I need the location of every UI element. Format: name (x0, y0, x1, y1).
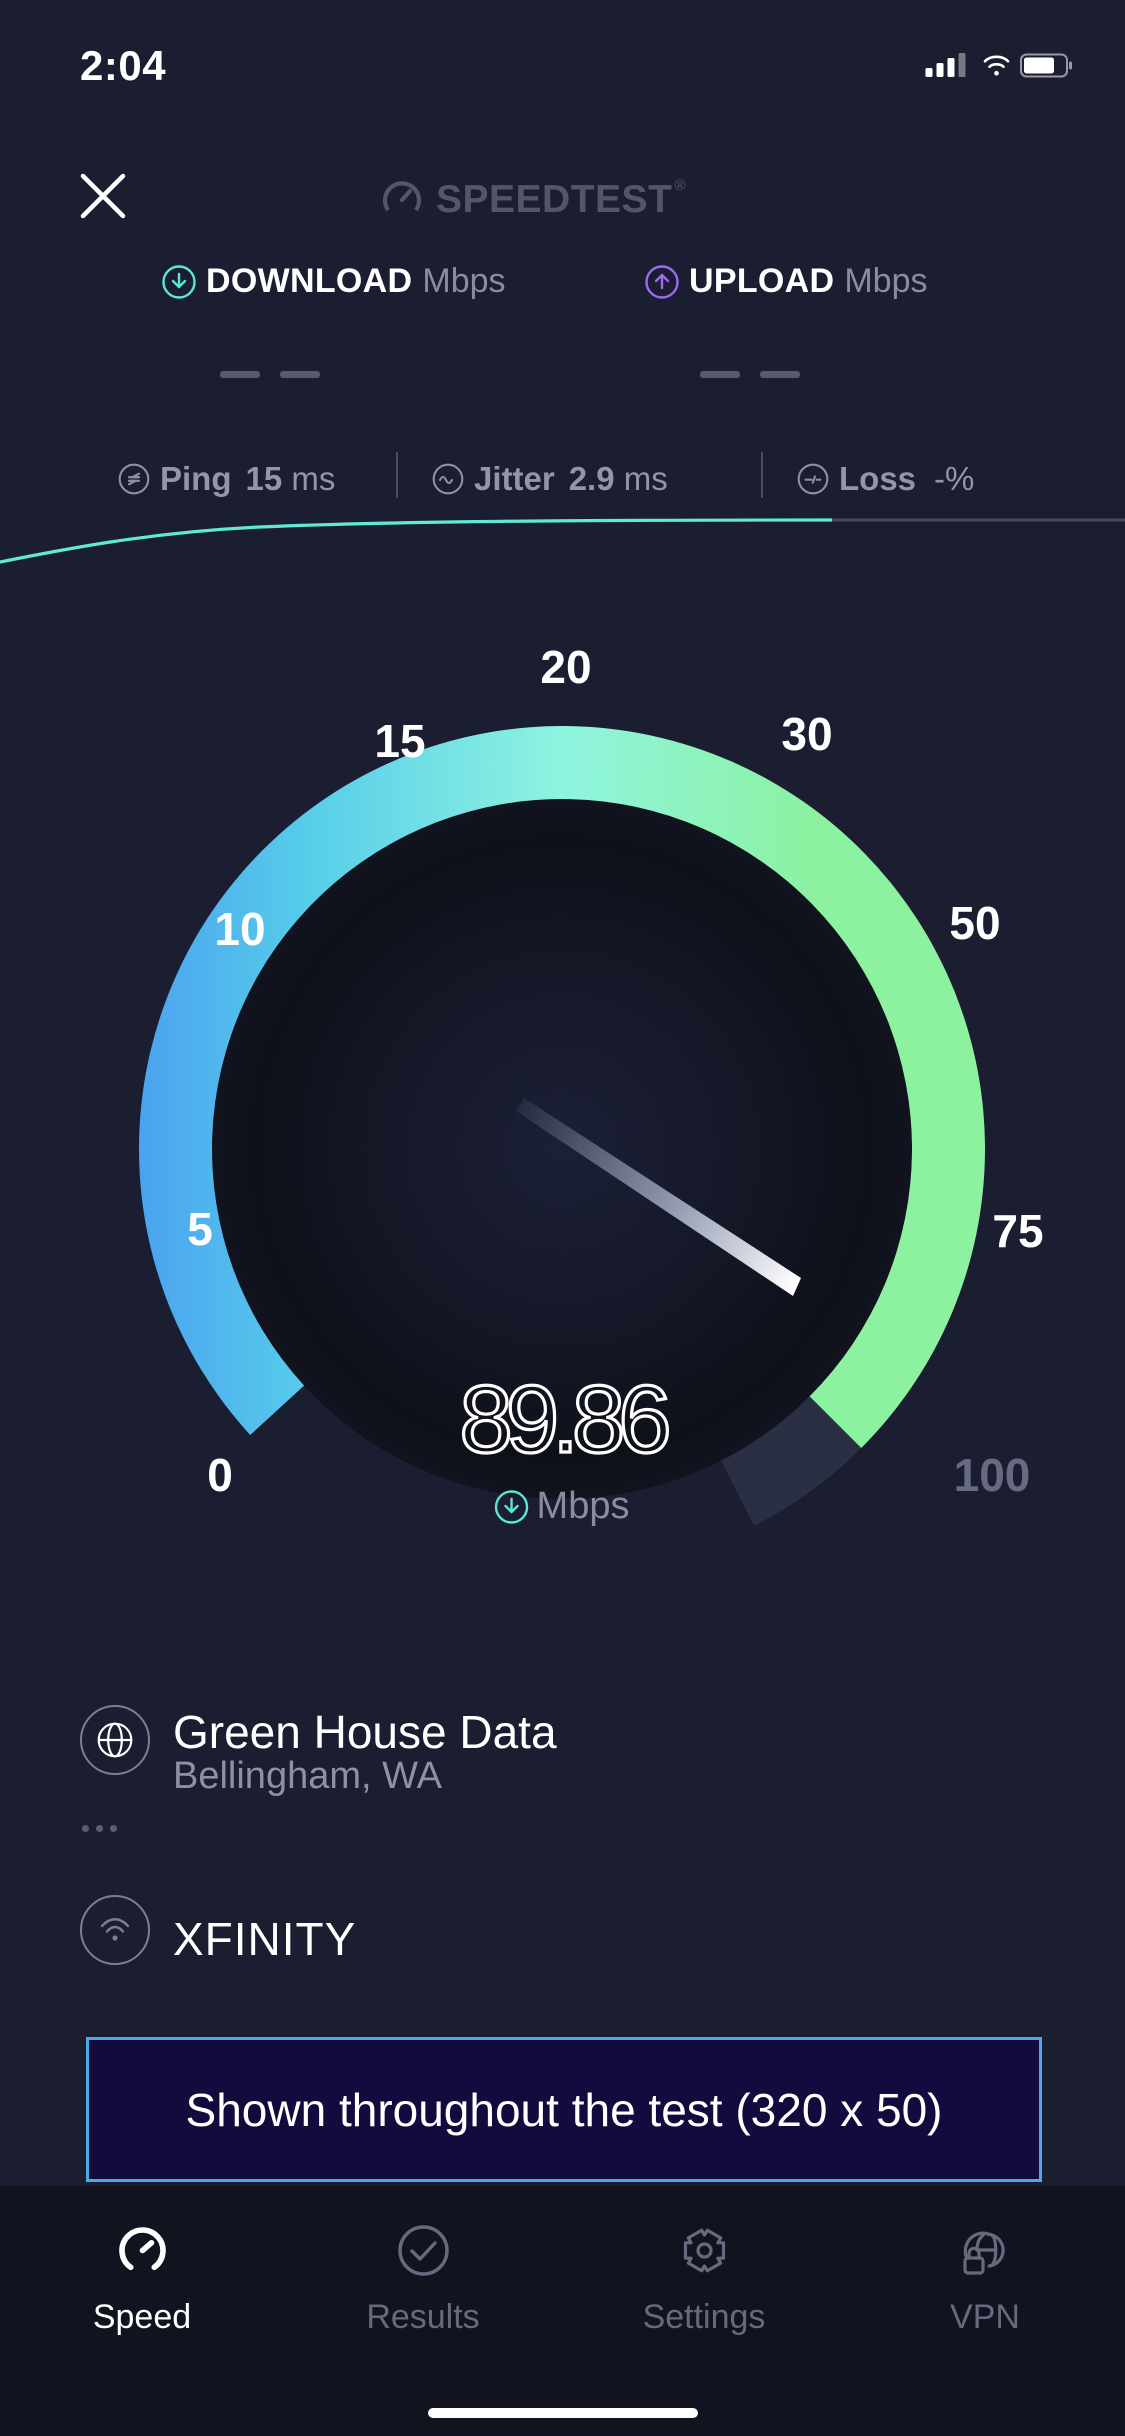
svg-text:10: 10 (214, 903, 265, 955)
svg-text:30: 30 (781, 708, 832, 760)
svg-text:15: 15 (374, 715, 425, 767)
svg-text:100: 100 (954, 1449, 1031, 1501)
svg-text:50: 50 (949, 897, 1000, 949)
svg-text:20: 20 (540, 641, 591, 693)
svg-text:0: 0 (207, 1449, 233, 1501)
svg-text:89.86: 89.86 (459, 1366, 668, 1473)
svg-text:5: 5 (187, 1203, 213, 1255)
svg-text:75: 75 (992, 1205, 1043, 1257)
